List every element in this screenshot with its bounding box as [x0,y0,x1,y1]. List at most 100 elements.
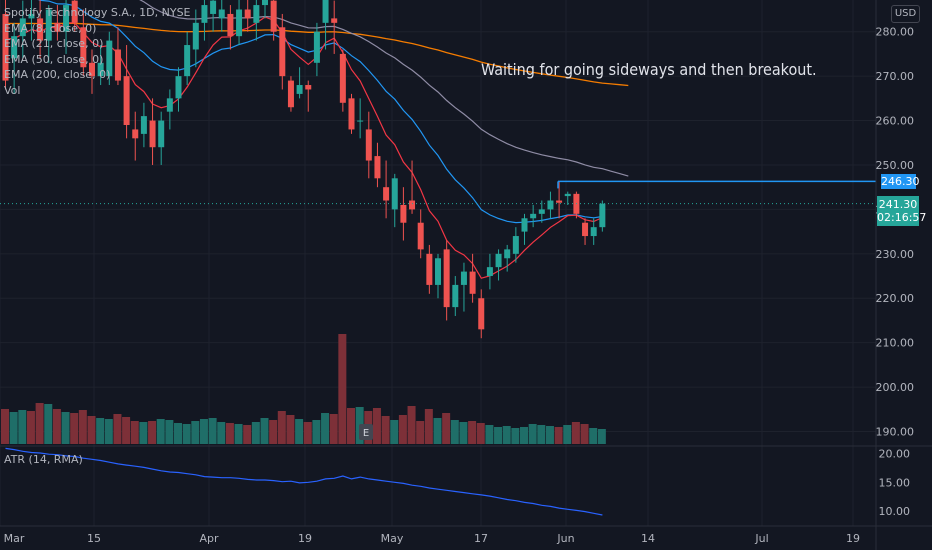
candle-body [590,227,597,237]
candle-body [149,120,156,148]
volume-bar [580,424,589,444]
text-annotation[interactable]: Waiting for going sideways and then brea… [481,60,817,79]
ema21-line [38,0,603,224]
candle-body [530,213,537,219]
candle-body [374,156,381,179]
volume-bar [269,420,278,444]
candle-body [2,13,9,81]
volume-bar [182,424,191,444]
candle-body [71,0,78,23]
atr-axis: 10.00 15.00 20.00 [879,448,911,518]
volume-bar [390,420,399,444]
volume-bar [398,415,407,444]
candle-body [270,0,277,32]
candle-body [400,204,407,223]
legend-ema8[interactable]: EMA (8, close, 0) [4,21,97,35]
volume-bar [104,419,113,444]
volume-bar [347,408,355,444]
currency-badge[interactable]: USD [891,5,920,23]
candle-body [54,22,61,32]
candle-body [512,236,519,254]
candle-body [348,98,355,130]
candle-body [253,5,260,23]
candle-body [175,76,182,99]
volume-bar [225,423,234,444]
candle-body [331,18,338,23]
candle-body [140,116,147,134]
volume-bar [199,419,208,444]
candle-body [218,9,225,19]
candle-body [417,222,424,250]
volume-bar [156,419,165,444]
candle-body [296,85,303,94]
time-axis[interactable]: Mar 15 Apr 19 May 17 Jun 14 Jul 19 [4,532,860,545]
time-tick-label: 19 [846,532,860,545]
atr-indicator-label[interactable]: ATR (14, RMA) [4,453,83,466]
volume-bar [251,422,260,444]
volume-bar [295,419,304,444]
volume-bar [372,408,381,444]
earnings-marker[interactable]: E [359,424,373,440]
candle-body [582,222,589,237]
volume-bar [148,421,157,444]
price-tick-label: 250.00 [876,159,915,172]
volume-bar [571,422,580,444]
time-tick-label: Mar [4,532,25,545]
candle-body [391,178,398,210]
volume-bar [433,418,442,444]
candle-body [201,5,208,23]
volume-bar [321,413,330,444]
candle-body [132,129,139,139]
candle-body [426,253,433,285]
price-tick-label: 200.00 [876,381,915,394]
candle-body [166,98,173,112]
candle-body [45,9,52,41]
candle-body [106,40,113,77]
candle-body [262,0,268,6]
volume-bar [511,428,520,444]
volume-bar [277,411,286,444]
candle-body [452,284,459,308]
volume-bar [260,418,269,444]
volume-bar [52,409,61,444]
symbol-title[interactable]: Spotify Technology S.A., 1D, NYSE [4,6,191,19]
volume-bar [312,420,321,444]
candle-body [279,27,286,77]
volume-bar [139,422,148,444]
legend-ema21[interactable]: EMA (21, close, 0) [4,37,104,50]
volume-bar [476,423,485,444]
volume-bar [18,410,27,444]
candle-body [11,36,18,59]
candle-body [339,53,346,103]
volume-bar [1,409,9,444]
volume-bar [537,425,546,444]
candle-body [365,129,372,161]
candle-body [521,218,528,232]
last-price-tag: 241.30 02:16:57 [877,196,926,226]
legend-ema200[interactable]: EMA (200, close, 0) [4,68,111,81]
candle-body [244,9,251,19]
candle-body [313,31,320,63]
candle-body [19,18,26,37]
candle-body [495,253,502,268]
candle-body [504,249,511,259]
volume-bar [450,420,459,444]
volume-bar [442,413,451,444]
volume-bar [329,414,338,444]
volume-bar [26,411,35,444]
svg-text:E: E [363,428,369,439]
candle-body [322,0,329,23]
volume-bar [87,416,96,444]
legend-volume[interactable]: Vol [4,83,21,97]
candles [2,0,606,339]
candle-body [192,22,199,50]
volume-bar [502,426,511,444]
candle-body [184,45,191,77]
volume-bar [113,414,122,444]
volume-bar [459,422,468,444]
volume-bar [554,427,563,444]
legend-ema50[interactable]: EMA (50, close, 0) [4,52,104,66]
candle-body [564,193,571,197]
volume-bar [528,424,537,444]
